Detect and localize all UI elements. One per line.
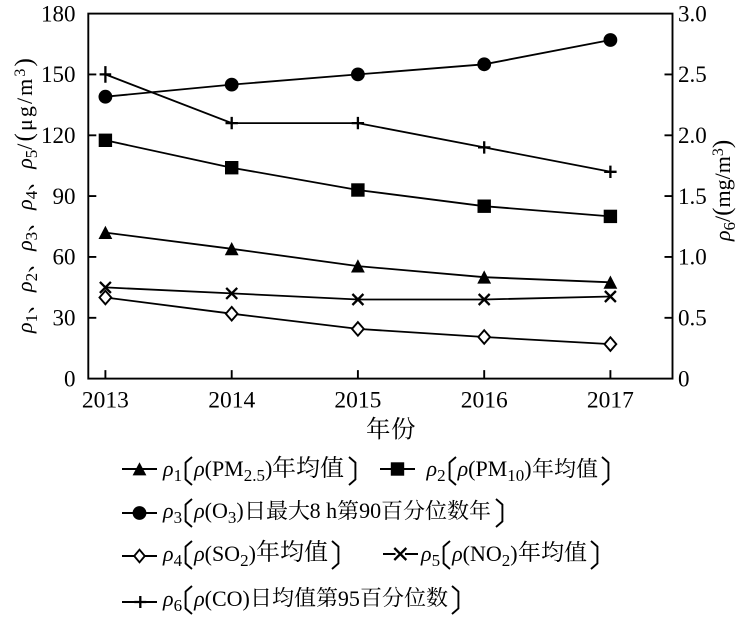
- svg-text:2013: 2013: [82, 388, 129, 414]
- svg-text:1.0: 1.0: [678, 245, 707, 270]
- svg-text:3.0: 3.0: [678, 1, 707, 26]
- svg-text:2.5: 2.5: [678, 62, 707, 87]
- svg-text:2016: 2016: [461, 388, 508, 414]
- svg-text:120: 120: [41, 123, 76, 148]
- svg-text:90: 90: [53, 184, 76, 209]
- svg-text:150: 150: [41, 62, 76, 87]
- svg-text:0.5: 0.5: [678, 306, 707, 331]
- svg-text:2015: 2015: [334, 388, 381, 414]
- svg-text:0: 0: [678, 366, 690, 391]
- svg-text:2014: 2014: [208, 388, 255, 414]
- svg-text:1.5: 1.5: [678, 184, 707, 209]
- svg-text:180: 180: [41, 1, 76, 26]
- svg-text:0: 0: [64, 366, 76, 391]
- svg-text:2017: 2017: [587, 388, 634, 414]
- svg-text:2.0: 2.0: [678, 123, 707, 148]
- svg-text:60: 60: [53, 245, 76, 270]
- svg-text:30: 30: [53, 306, 76, 331]
